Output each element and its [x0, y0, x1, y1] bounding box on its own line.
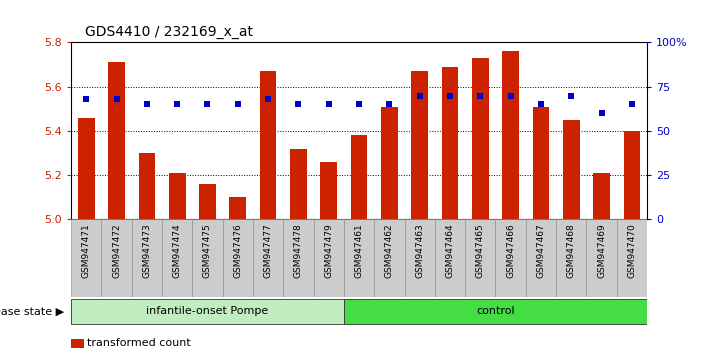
Text: GSM947471: GSM947471: [82, 223, 91, 278]
Bar: [351, 136, 368, 219]
Bar: [587, 219, 616, 297]
Text: GSM947462: GSM947462: [385, 223, 394, 278]
Text: control: control: [476, 306, 515, 316]
Bar: [381, 107, 397, 219]
Bar: [344, 219, 374, 297]
Text: disease state ▶: disease state ▶: [0, 307, 64, 316]
Bar: [616, 219, 647, 297]
Text: GSM947464: GSM947464: [446, 223, 454, 278]
Text: GSM947476: GSM947476: [233, 223, 242, 278]
Bar: [139, 153, 155, 219]
Bar: [108, 62, 125, 219]
Text: GSM947461: GSM947461: [355, 223, 363, 278]
Bar: [496, 219, 525, 297]
Bar: [465, 219, 496, 297]
Bar: [223, 219, 253, 297]
Bar: [321, 162, 337, 219]
Text: GSM947475: GSM947475: [203, 223, 212, 278]
Text: GSM947478: GSM947478: [294, 223, 303, 278]
Text: transformed count: transformed count: [87, 338, 191, 348]
Bar: [169, 173, 186, 219]
Bar: [412, 71, 428, 219]
Bar: [525, 219, 556, 297]
Text: infantile-onset Pompe: infantile-onset Pompe: [146, 306, 269, 316]
Bar: [230, 198, 246, 219]
Bar: [283, 219, 314, 297]
Text: GSM947472: GSM947472: [112, 223, 121, 278]
Text: GSM947469: GSM947469: [597, 223, 606, 278]
Text: GSM947477: GSM947477: [264, 223, 272, 278]
Bar: [624, 131, 640, 219]
Text: GSM947470: GSM947470: [627, 223, 636, 278]
Bar: [374, 219, 405, 297]
Bar: [199, 184, 216, 219]
Bar: [442, 67, 459, 219]
Text: GSM947463: GSM947463: [415, 223, 424, 278]
Bar: [253, 219, 283, 297]
Bar: [556, 219, 587, 297]
Bar: [593, 173, 610, 219]
Bar: [71, 219, 102, 297]
Bar: [260, 71, 277, 219]
Bar: [290, 149, 306, 219]
Bar: [78, 118, 95, 219]
Text: GSM947474: GSM947474: [173, 223, 182, 278]
Bar: [344, 299, 647, 324]
Bar: [102, 219, 132, 297]
Bar: [162, 219, 193, 297]
Text: GSM947467: GSM947467: [536, 223, 545, 278]
Bar: [405, 219, 435, 297]
Bar: [314, 219, 344, 297]
Bar: [472, 58, 488, 219]
Bar: [132, 219, 162, 297]
Bar: [563, 120, 579, 219]
Bar: [71, 299, 344, 324]
Bar: [502, 51, 519, 219]
Bar: [193, 219, 223, 297]
Text: GDS4410 / 232169_x_at: GDS4410 / 232169_x_at: [85, 25, 253, 39]
Text: GSM947465: GSM947465: [476, 223, 485, 278]
Bar: [533, 107, 550, 219]
Text: GSM947479: GSM947479: [324, 223, 333, 278]
Text: GSM947473: GSM947473: [142, 223, 151, 278]
Text: GSM947468: GSM947468: [567, 223, 576, 278]
Bar: [435, 219, 465, 297]
Text: GSM947466: GSM947466: [506, 223, 515, 278]
